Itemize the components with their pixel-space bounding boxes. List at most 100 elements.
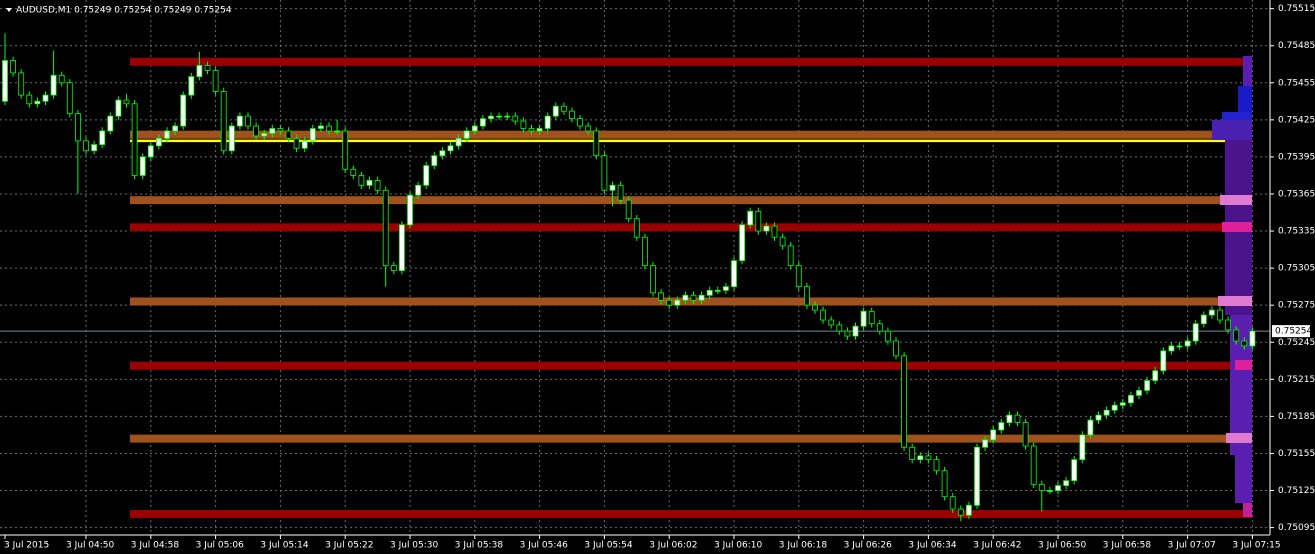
candle-body (1233, 329, 1240, 342)
profile-bar (1218, 296, 1252, 306)
candle-body (1184, 340, 1191, 347)
candle-body (714, 289, 721, 292)
candle-body (1225, 319, 1231, 331)
candle-body (625, 199, 632, 220)
y-tick-label: 0.75185 (1278, 412, 1315, 422)
candle-body (455, 137, 462, 147)
menu-arrow[interactable] (6, 8, 12, 12)
candle-body (601, 155, 608, 191)
candle-body (1152, 370, 1159, 381)
candle-body (666, 299, 673, 306)
candle-body (779, 236, 786, 247)
candle-body (585, 125, 592, 132)
x-tick-label: 3 Jul 06:02 (649, 541, 697, 551)
level-zone (130, 57, 1252, 66)
candle-body (917, 455, 924, 461)
candle-body (795, 265, 802, 288)
x-tick-label: 3 Jul 05:46 (520, 541, 569, 551)
candle-body (755, 210, 762, 232)
profile-bar (1220, 195, 1252, 205)
candle-body (787, 245, 794, 267)
candle-body (382, 189, 389, 267)
y-tick-label: 0.75425 (1278, 115, 1315, 125)
candle-body (868, 310, 875, 325)
level-zone (130, 361, 1252, 370)
candle-body (1217, 309, 1223, 321)
candle-body (893, 340, 899, 357)
profile-bar (1243, 503, 1252, 517)
y-tick-label: 0.75395 (1278, 152, 1315, 162)
candle-body (1022, 422, 1029, 447)
candle-body (58, 74, 65, 84)
candle-body (617, 184, 624, 201)
profile-bar (1243, 56, 1252, 86)
candle-body (139, 156, 146, 176)
candle-body (901, 355, 907, 448)
candle-body (933, 459, 940, 472)
y-tick-label: 0.75275 (1278, 301, 1315, 311)
candle-body (147, 145, 154, 158)
candle-body (204, 65, 211, 71)
candle-body (642, 236, 648, 267)
candle-body (1055, 485, 1061, 491)
candle-body (974, 446, 980, 506)
candle-body (552, 105, 559, 117)
candle-body (99, 130, 106, 145)
candle-body (561, 105, 567, 112)
candle-body (990, 429, 997, 441)
candle-body (1087, 419, 1094, 436)
x-tick-label: 3 Jul 06:50 (1038, 541, 1087, 551)
candle-body (804, 286, 810, 306)
candle-body (698, 294, 705, 301)
y-tick-label: 0.75215 (1278, 375, 1315, 385)
candle-body (690, 294, 697, 301)
candle-body (164, 130, 170, 139)
candle-body (747, 210, 754, 226)
candle-body (317, 125, 324, 129)
y-tick-label: 0.75245 (1278, 338, 1315, 348)
candle-body (2, 60, 8, 102)
candle-body (34, 100, 41, 105)
candle-body (544, 115, 551, 129)
candle-body (350, 168, 357, 176)
candle-body (1030, 445, 1037, 485)
x-tick-label: 3 Jul 2015 (4, 541, 49, 551)
candle-body (512, 115, 519, 122)
candle-body (123, 99, 130, 105)
candle-body (496, 115, 503, 118)
candle-body (431, 155, 438, 166)
candle-body (107, 115, 114, 132)
candle-body (390, 265, 397, 271)
zones-layer (0, 57, 1270, 518)
candle-body (1128, 394, 1134, 404)
candle-body (220, 91, 227, 152)
candle-body (812, 304, 818, 311)
candle-body (26, 94, 33, 105)
x-tick-label: 3 Jul 05:38 (455, 541, 504, 551)
candle-body (1111, 404, 1118, 411)
candle-body (407, 194, 413, 226)
candle-body (326, 125, 332, 132)
candle-body (172, 125, 179, 132)
candle-body (1006, 414, 1013, 423)
candle-body (1200, 314, 1207, 325)
candle-body (1071, 459, 1078, 482)
candle-body (1168, 345, 1175, 352)
candle-body (374, 179, 381, 191)
level-zone (130, 434, 1252, 443)
chart-title: AUDUSD,M1 0.75249 0.75254 0.75249 0.7525… (16, 6, 232, 16)
candle-body (771, 225, 778, 238)
candle-body (228, 125, 235, 152)
x-tick-label: 3 Jul 06:10 (714, 541, 763, 551)
candle-body (398, 224, 405, 271)
x-tick-label: 3 Jul 05:06 (196, 541, 245, 551)
candle-body (941, 470, 948, 498)
profile-bar (1230, 315, 1252, 455)
y-tick-label: 0.75365 (1278, 189, 1315, 199)
candle-body (763, 225, 770, 232)
x-tick-label: 3 Jul 06:26 (844, 541, 893, 551)
candle-body (188, 76, 195, 96)
candle-body (91, 144, 97, 152)
y-tick-label: 0.75095 (1278, 523, 1315, 533)
